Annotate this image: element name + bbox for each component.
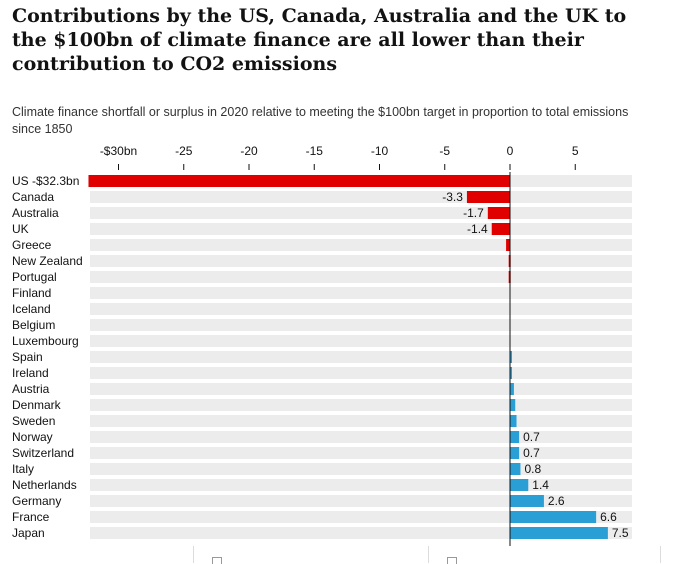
data-label: 0.7 (523, 430, 540, 444)
category-label: Sweden (12, 414, 55, 428)
category-label: Canada (12, 190, 54, 204)
bar-track (90, 351, 632, 363)
category-label: Finland (12, 286, 51, 300)
bar-track (90, 447, 632, 459)
bar (510, 447, 520, 459)
chart-subtitle: Climate finance shortfall or surplus in … (12, 105, 629, 136)
category-label: Switzerland (12, 446, 74, 460)
bar-track (90, 335, 632, 347)
bar (510, 351, 512, 363)
data-label: 0.8 (524, 462, 541, 476)
bar-track (90, 271, 632, 283)
footer-divider (428, 546, 429, 563)
category-label: Australia (12, 206, 59, 220)
data-label: 0.7 (523, 446, 540, 460)
data-label: 2.6 (548, 494, 565, 508)
bar-track (90, 303, 632, 315)
footer-divider (193, 546, 194, 563)
bar (506, 239, 510, 251)
bar (510, 511, 597, 523)
category-label: Luxembourg (12, 334, 79, 348)
document-icon (212, 557, 222, 564)
category-label: Belgium (12, 318, 55, 332)
bar (487, 207, 510, 219)
bar-track (90, 431, 632, 443)
bar-track (90, 527, 632, 539)
category-label: Germany (12, 494, 61, 508)
category-label: UK (12, 222, 29, 236)
category-label: New Zealand (12, 254, 83, 268)
data-label: 7.5 (612, 526, 629, 540)
category-label: Japan (12, 526, 45, 540)
bar-track (90, 479, 632, 491)
category-label: France (12, 510, 50, 524)
category-label: Denmark (12, 398, 62, 412)
data-label: 6.6 (600, 510, 617, 524)
bar-chart: -$30bn -25 -20 -15 -10 -5 0 5 US -$32.3bn Canada -… (12, 144, 632, 546)
bar-track (90, 223, 632, 235)
bar-track (90, 191, 632, 203)
bar (510, 415, 517, 427)
bar-track (90, 287, 632, 299)
bar-track (90, 399, 632, 411)
footer-divider (660, 546, 661, 563)
bar-track (90, 319, 632, 331)
category-label: Greece (12, 238, 52, 252)
x-tick-label: 5 (572, 144, 579, 158)
bar (510, 383, 514, 395)
bar-track (90, 255, 632, 267)
category-label: Austria (12, 382, 50, 396)
data-label: -1.7 (463, 206, 484, 220)
bar-track (90, 239, 632, 251)
document-icon (447, 557, 457, 564)
category-label: Spain (12, 350, 43, 364)
x-tick-label: 0 (507, 144, 514, 158)
chart-title: Contributions by the US, Canada, Austral… (12, 5, 627, 75)
bar (510, 399, 516, 411)
bar (88, 175, 511, 187)
category-label: Netherlands (12, 478, 77, 492)
bar-track (90, 415, 632, 427)
bar (510, 431, 520, 443)
category-label: Norway (12, 430, 53, 444)
bar (510, 527, 608, 539)
data-label: -3.3 (442, 190, 463, 204)
x-tick-label: -15 (306, 144, 324, 158)
x-tick-label: -5 (439, 144, 450, 158)
category-label: Italy (12, 462, 34, 476)
bar-track (90, 367, 632, 379)
bar (491, 223, 510, 235)
bar (510, 463, 521, 475)
bar (510, 495, 544, 507)
x-tick-label: -20 (240, 144, 258, 158)
category-label: Ireland (12, 366, 49, 380)
bar-track (90, 463, 632, 475)
category-label: Iceland (12, 302, 51, 316)
category-label: US -$32.3bn (12, 174, 79, 188)
bar (510, 479, 529, 491)
bar-track (90, 207, 632, 219)
bar (510, 367, 512, 379)
category-label: Portugal (12, 270, 57, 284)
x-tick-label: -25 (175, 144, 193, 158)
bar-track (90, 511, 632, 523)
x-tick-label: -$30bn (100, 144, 137, 158)
data-label: 1.4 (532, 478, 549, 492)
bar-track (90, 383, 632, 395)
bar-track (90, 495, 632, 507)
bar (466, 191, 510, 203)
x-tick-label: -10 (371, 144, 389, 158)
data-label: -1.4 (467, 222, 488, 236)
